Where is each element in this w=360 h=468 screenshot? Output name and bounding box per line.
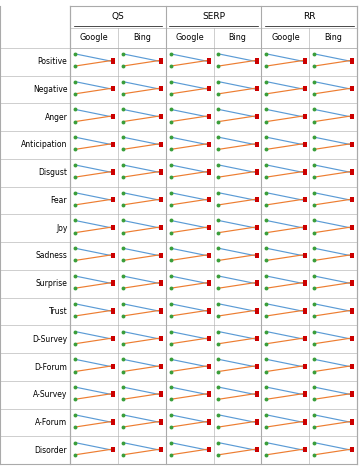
Text: A-Survey: A-Survey [33, 390, 67, 399]
Text: QS: QS [112, 12, 125, 22]
Text: Google: Google [175, 33, 204, 43]
Text: Disorder: Disorder [35, 446, 67, 455]
Text: Surprise: Surprise [35, 279, 67, 288]
Text: A-Forum: A-Forum [35, 418, 67, 427]
Text: Anger: Anger [44, 113, 67, 122]
Text: Bing: Bing [133, 33, 151, 43]
Text: Fear: Fear [51, 196, 67, 205]
Text: Anticipation: Anticipation [21, 140, 67, 149]
Text: Negative: Negative [33, 85, 67, 94]
Text: Google: Google [80, 33, 108, 43]
Text: Google: Google [271, 33, 300, 43]
Text: Positive: Positive [37, 57, 67, 66]
Text: Joy: Joy [56, 224, 67, 233]
Text: D-Forum: D-Forum [35, 363, 67, 372]
Text: Bing: Bing [229, 33, 247, 43]
Text: RR: RR [303, 12, 316, 22]
Text: SERP: SERP [202, 12, 225, 22]
Text: Sadness: Sadness [35, 251, 67, 261]
Text: Trust: Trust [49, 307, 67, 316]
Text: Disgust: Disgust [38, 168, 67, 177]
Text: D-Survey: D-Survey [32, 335, 67, 344]
Text: Bing: Bing [324, 33, 342, 43]
